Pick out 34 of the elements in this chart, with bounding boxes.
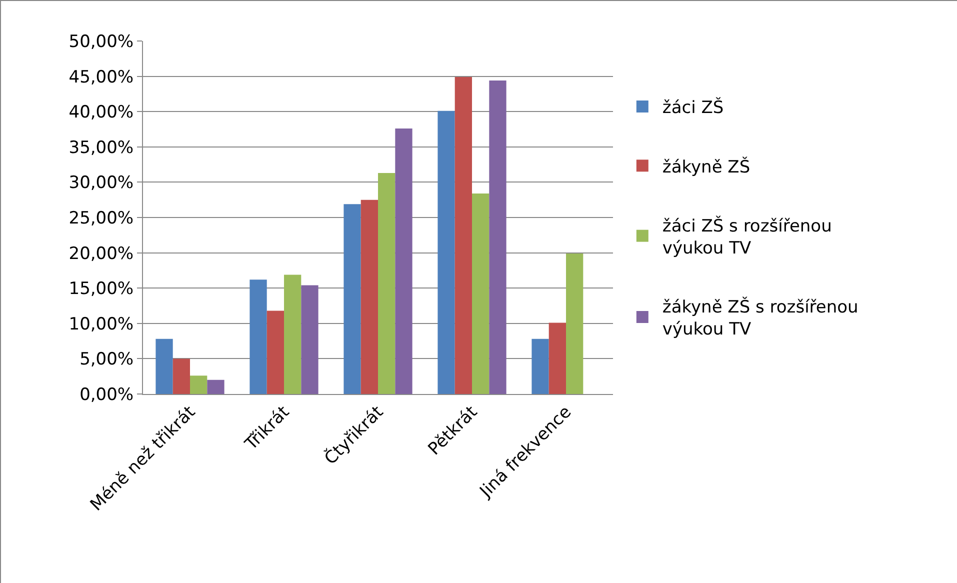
y-tick-label: 25,00% — [68, 208, 134, 228]
bar — [301, 285, 318, 394]
y-tick-label: 45,00% — [68, 67, 134, 88]
bar — [172, 358, 190, 394]
bar — [266, 310, 284, 394]
y-tick-label: 35,00% — [68, 138, 134, 158]
bar — [395, 128, 412, 394]
legend-label: žáci ZŠ — [662, 97, 724, 118]
y-tick-label: 15,00% — [68, 279, 134, 300]
bar — [207, 380, 224, 394]
bar — [344, 204, 361, 394]
bar — [250, 280, 267, 394]
y-tick-label: 20,00% — [68, 244, 134, 264]
legend-label: žákyně ZŠ — [662, 156, 750, 178]
bar — [472, 194, 490, 394]
legend-label: žáci ZŠ s rozšířenou výukou TV — [662, 215, 832, 258]
y-tick-label: 50,00% — [68, 32, 134, 52]
y-tick-label: 30,00% — [68, 173, 134, 194]
bar — [360, 200, 378, 394]
bar — [438, 110, 455, 394]
bar — [548, 322, 566, 394]
y-tick-label: 40,00% — [68, 102, 134, 123]
bar — [156, 338, 173, 394]
bar — [566, 254, 584, 394]
bar — [489, 80, 506, 394]
bar — [284, 274, 302, 394]
bar — [378, 173, 396, 394]
bar — [190, 376, 208, 394]
bar — [532, 338, 549, 394]
y-tick-label: 10,00% — [68, 314, 134, 334]
bar — [454, 77, 472, 394]
y-tick-label: 5,00% — [80, 350, 134, 370]
y-tick-label: 0,00% — [80, 384, 134, 405]
legend-label: žákyně ZŠ s rozšířenou výukou TV — [662, 296, 858, 340]
